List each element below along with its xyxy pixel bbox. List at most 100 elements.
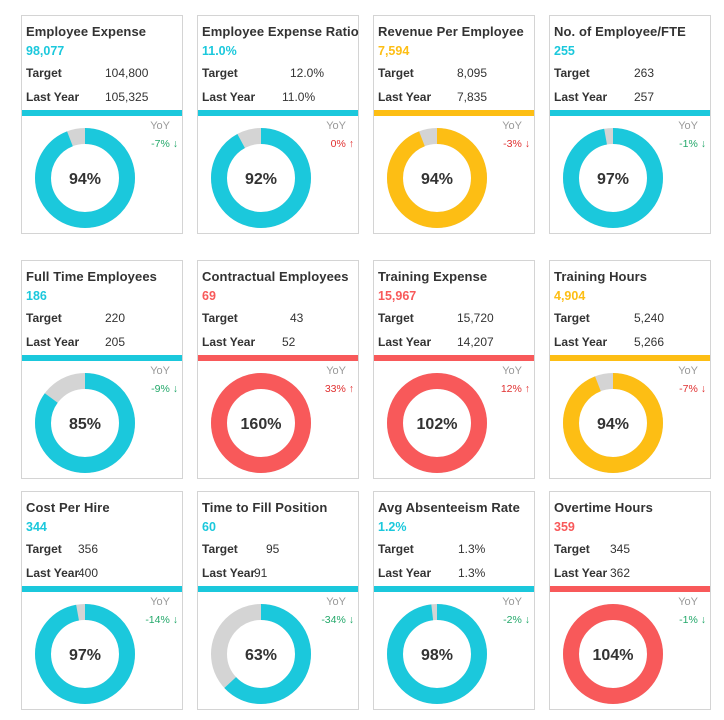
donut-percent-label: 85% [69, 416, 101, 433]
kpi-value: 255 [554, 44, 575, 58]
kpi-value: 344 [26, 520, 47, 534]
status-bar [22, 586, 182, 592]
status-bar [198, 355, 358, 361]
kpi-title: No. of Employee/FTE [554, 24, 686, 39]
yoy-label: YoY [326, 120, 346, 132]
target-value: 95 [266, 542, 280, 556]
target-label: Target [554, 542, 590, 556]
kpi-value: 4,904 [554, 289, 586, 303]
target-value: 1.3% [458, 542, 486, 556]
status-bar [374, 586, 534, 592]
yoy-delta: -14% ↓ [145, 614, 178, 626]
kpi-card: Time to Fill Position 60 Target 95 Last Year… [197, 491, 359, 710]
status-bar [550, 355, 710, 361]
target-value: 5,240 [634, 311, 665, 325]
target-label: Target [202, 542, 238, 556]
yoy-label: YoY [502, 365, 522, 377]
donut-arc [563, 373, 663, 473]
donut-percent-label: 102% [417, 416, 458, 433]
donut-percent-label: 98% [421, 647, 453, 664]
last-year-value: 11.0% [282, 90, 316, 104]
yoy-label: YoY [502, 596, 522, 608]
yoy-label: YoY [678, 365, 698, 377]
target-label: Target [202, 66, 238, 80]
donut-percent-label: 97% [597, 171, 629, 188]
kpi-value: 60 [202, 520, 216, 534]
last-year-label: Last Year [554, 335, 608, 349]
last-year-value: 105,325 [105, 90, 149, 104]
yoy-delta: -1% ↓ [679, 138, 706, 150]
yoy-delta: 12% ↑ [500, 383, 530, 395]
status-bar [198, 110, 358, 116]
donut-chart: 92% [211, 128, 311, 228]
yoy-label: YoY [326, 365, 346, 377]
last-year-value: 362 [610, 566, 631, 580]
kpi-title: Employee Expense Ratio [202, 24, 359, 39]
donut-arc [387, 373, 487, 473]
kpi-card: Training Hours 4,904 Target 5,240 Last Year 5… [549, 260, 711, 479]
kpi-title: Full Time Employees [26, 269, 157, 284]
donut-chart: 94% [35, 128, 135, 228]
kpi-card: Employee Expense Ratio 11.0% Target 12.0% La… [197, 15, 359, 234]
kpi-title: Cost Per Hire [26, 500, 110, 515]
target-label: Target [378, 542, 414, 556]
donut-chart: 98% [387, 604, 487, 704]
last-year-value: 5,266 [634, 335, 665, 349]
yoy-delta: -7% ↓ [151, 138, 178, 150]
yoy-label: YoY [326, 596, 346, 608]
yoy-label: YoY [678, 596, 698, 608]
target-label: Target [554, 66, 590, 80]
kpi-value: 15,967 [378, 289, 417, 303]
kpi-title: Contractual Employees [202, 269, 349, 284]
target-value: 356 [78, 542, 99, 556]
status-bar [22, 355, 182, 361]
donut-percent-label: 63% [245, 647, 277, 664]
last-year-label: Last Year [26, 90, 80, 104]
donut-arc [211, 604, 311, 704]
last-year-value: 1.3% [458, 566, 486, 580]
donut-percent-label: 94% [421, 171, 453, 188]
donut-arc [211, 128, 311, 228]
donut-chart: 102% [387, 373, 487, 473]
target-label: Target [26, 66, 62, 80]
yoy-label: YoY [678, 120, 698, 132]
target-label: Target [554, 311, 590, 325]
last-year-label: Last Year [202, 90, 256, 104]
kpi-value: 1.2% [378, 520, 407, 534]
last-year-label: Last Year [378, 566, 432, 580]
last-year-value: 14,207 [457, 335, 494, 349]
donut-arc [387, 604, 487, 704]
last-year-label: Last Year [26, 335, 80, 349]
donut-chart: 97% [563, 128, 663, 228]
donut-chart: 94% [387, 128, 487, 228]
last-year-label: Last Year [202, 566, 256, 580]
yoy-label: YoY [502, 120, 522, 132]
target-label: Target [202, 311, 238, 325]
donut-chart: 85% [35, 373, 135, 473]
donut-arc [563, 128, 663, 228]
donut-percent-label: 94% [597, 416, 629, 433]
yoy-label: YoY [150, 120, 170, 132]
yoy-delta: -1% ↓ [679, 614, 706, 626]
kpi-title: Employee Expense [26, 24, 147, 39]
kpi-card: No. of Employee/FTE 255 Target 263 Last Year… [549, 15, 711, 234]
target-value: 12.0% [290, 66, 325, 80]
target-value: 263 [634, 66, 655, 80]
kpi-value: 359 [554, 520, 575, 534]
kpi-value: 98,077 [26, 44, 65, 58]
donut-chart: 63% [211, 604, 311, 704]
donut-arc [35, 373, 135, 473]
yoy-delta: -2% ↓ [503, 614, 530, 626]
yoy-label: YoY [150, 365, 170, 377]
kpi-title: Training Hours [554, 269, 648, 284]
donut-arc [35, 604, 135, 704]
donut-arc [563, 604, 663, 704]
target-label: Target [26, 311, 62, 325]
yoy-label: YoY [150, 596, 170, 608]
target-label: Target [378, 66, 414, 80]
status-bar [374, 355, 534, 361]
kpi-card: Employee Expense 98,077 Target 104,800 Last … [21, 15, 183, 234]
last-year-label: Last Year [26, 566, 80, 580]
target-value: 345 [610, 542, 631, 556]
yoy-delta: -7% ↓ [679, 383, 706, 395]
